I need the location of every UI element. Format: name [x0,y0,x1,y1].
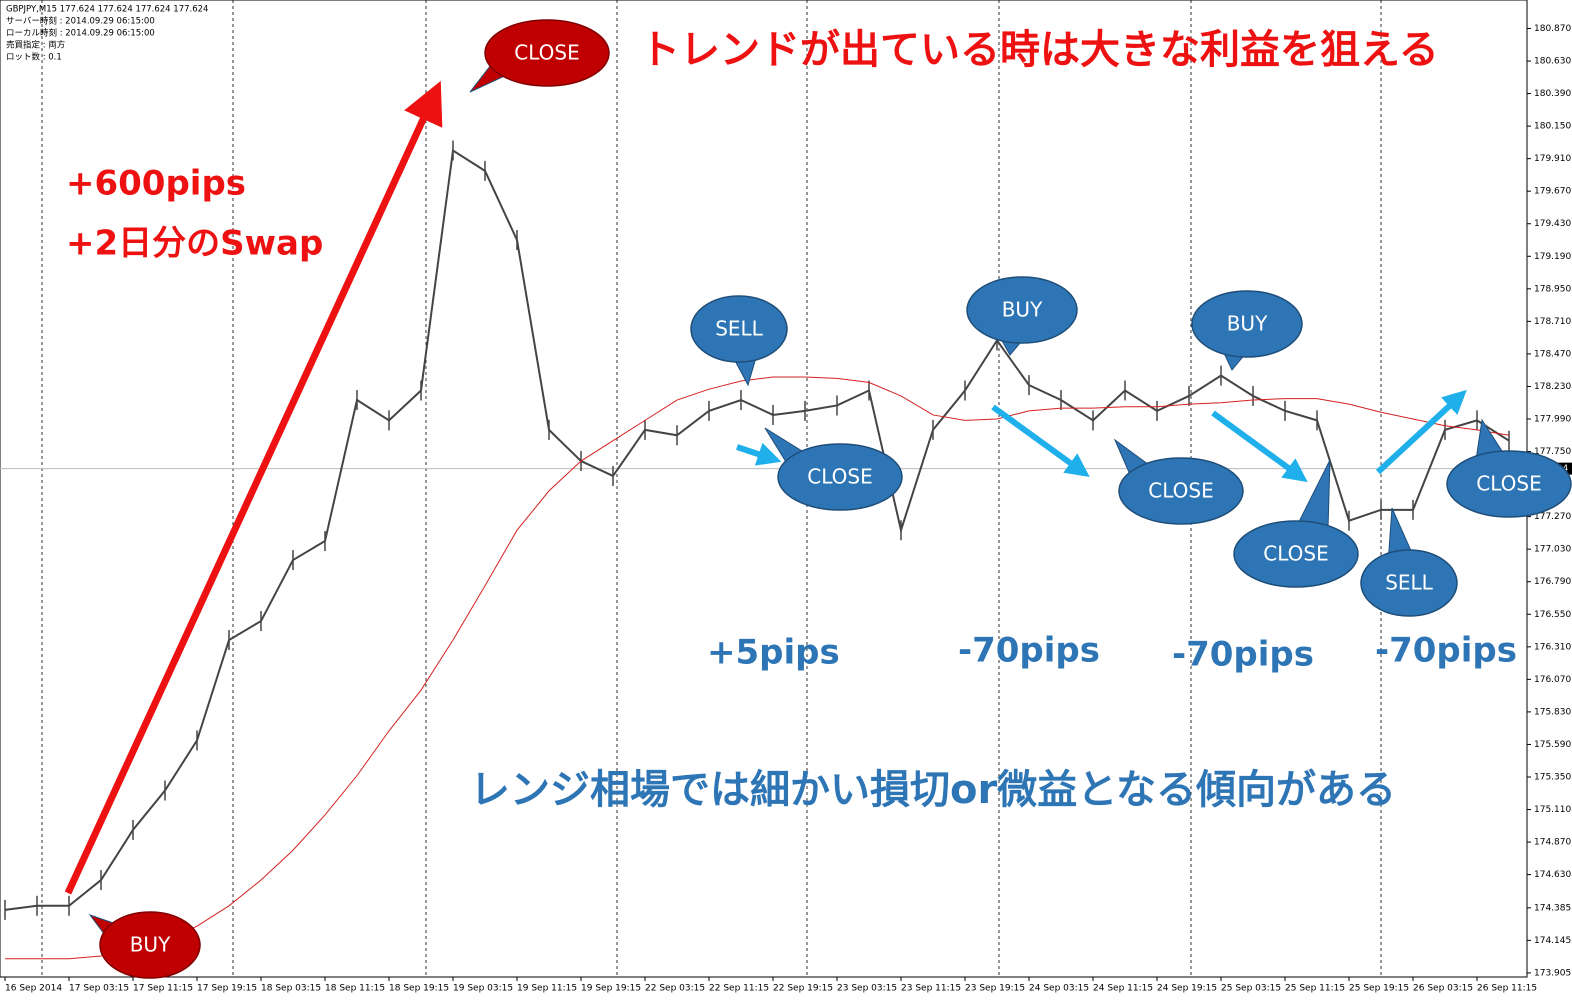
callout [777,443,903,511]
info-line: GBPJPY,M15 177.624 177.624 177.624 177.6… [6,5,208,15]
y-tick-label: 176.550 [1534,610,1571,620]
callout [1360,549,1458,617]
y-tick-label: 175.590 [1534,740,1571,750]
callout-label: CLOSE [1148,479,1213,503]
result-label: -70pips [1375,631,1517,671]
x-tick-label: 17 Sep 03:15 [69,984,129,994]
result-label: -70pips [1172,635,1314,675]
y-tick-label: 180.630 [1534,57,1571,67]
x-tick-label: 19 Sep 19:15 [581,984,641,994]
callout-label: BUY [1002,298,1043,322]
x-tick-label: 24 Sep 03:15 [1029,984,1089,994]
y-tick-label: 178.230 [1534,382,1571,392]
info-line: ロット数 : 0.1 [6,52,62,63]
callout [1191,290,1303,358]
x-tick-label: 23 Sep 11:15 [901,984,961,994]
marks [4,140,1510,960]
info-line: サーバー時刻 : 2014.09.29 06:15:00 [6,16,155,27]
x-tick-label: 26 Sep 11:15 [1477,984,1537,994]
callout [1446,450,1572,518]
range-arrow [736,442,782,466]
result-label: +2日分のSwap [66,224,323,264]
x-tick-label: 17 Sep 19:15 [197,984,257,994]
y-tick-label: 180.390 [1534,89,1571,99]
x-tick-label: 18 Sep 03:15 [261,984,321,994]
x-tick-label: 19 Sep 11:15 [517,984,577,994]
y-tick-label: 174.145 [1534,936,1571,946]
chart-title: トレンドが出ている時は大きな利益を狙える [640,27,1439,73]
range-arrow [991,404,1090,478]
x-tick-label: 22 Sep 03:15 [645,984,705,994]
x-tick-label: 18 Sep 19:15 [389,984,449,994]
y-tick-label: 176.790 [1534,577,1571,587]
note: レンジ相場では細かい損切or微益となる傾向がある [470,767,1396,813]
y-tick-label: 176.310 [1534,642,1571,652]
range-arrow [1211,410,1308,483]
callout-label: SELL [1385,571,1433,595]
callout-label: CLOSE [1263,542,1328,566]
callout-label: CLOSE [514,41,579,65]
callout [690,295,788,363]
y-tick-label: 178.950 [1534,284,1571,294]
y-tick-label: 179.910 [1534,154,1571,164]
y-tick-label: 175.350 [1534,772,1571,782]
y-tick-label: 177.030 [1534,545,1571,555]
y-tick-label: 177.270 [1534,512,1571,522]
x-tick-label: 24 Sep 19:15 [1157,984,1217,994]
x-tick-label: 25 Sep 19:15 [1349,984,1409,994]
plot-frame [0,0,1528,978]
callout [99,911,201,979]
x-tick-label: 25 Sep 03:15 [1221,984,1281,994]
callout [484,19,610,87]
callout-label: BUY [130,933,171,957]
result-label: +5pips [707,633,840,673]
callout [1118,457,1244,525]
x-tick-label: 18 Sep 11:15 [325,984,385,994]
y-tick-label: 179.190 [1534,252,1571,262]
x-tick-label: 24 Sep 11:15 [1093,984,1153,994]
y-tick-label: 175.830 [1534,707,1571,717]
range-arrow [1375,389,1467,475]
x-tick-label: 16 Sep 2014 [5,984,62,994]
y-tick-label: 178.710 [1534,317,1571,327]
x-tick-label: 19 Sep 03:15 [453,984,513,994]
y-tick-label: 174.630 [1534,870,1571,880]
series-line [4,148,1510,911]
x-tick-label: 23 Sep 03:15 [837,984,897,994]
callout [966,276,1078,344]
callout-label: SELL [715,317,763,341]
series-line [5,376,1510,960]
callout [1233,520,1359,588]
y-tick-label: 174.385 [1534,903,1571,913]
callout-label: CLOSE [1476,472,1541,496]
info-line: 売買指定 : 両方 [6,40,65,51]
y-tick-label: 176.070 [1534,675,1571,685]
y-tick-label: 179.670 [1534,187,1571,197]
callout-label: CLOSE [807,465,872,489]
x-tick-label: 17 Sep 11:15 [133,984,193,994]
trend-arrow [64,80,443,895]
x-tick-label: 22 Sep 19:15 [773,984,833,994]
x-tick-label: 25 Sep 11:15 [1285,984,1345,994]
y-tick-label: 174.870 [1534,838,1571,848]
y-tick-label: 175.110 [1534,805,1571,815]
y-tick-label: 177.990 [1534,415,1571,425]
y-tick-label: 180.870 [1534,24,1571,34]
x-tick-label: 22 Sep 11:15 [709,984,769,994]
result-label: +600pips [66,164,246,204]
y-tick-label: 179.430 [1534,219,1571,229]
annotations: GBPJPY,M15 177.624 177.624 177.624 177.6… [6,5,1572,979]
result-label: -70pips [958,631,1100,671]
y-tick-label: 177.750 [1534,447,1571,457]
y-tick-label: 173.905 [1534,968,1571,978]
x-tick-label: 26 Sep 03:15 [1413,984,1473,994]
info-line: ローカル時刻 : 2014.09.29 06:15:00 [6,28,155,39]
x-tick-label: 23 Sep 19:15 [965,984,1025,994]
y-tick-label: 178.470 [1534,349,1571,359]
y-tick-label: 180.150 [1534,122,1571,132]
callout-label: BUY [1227,312,1268,336]
